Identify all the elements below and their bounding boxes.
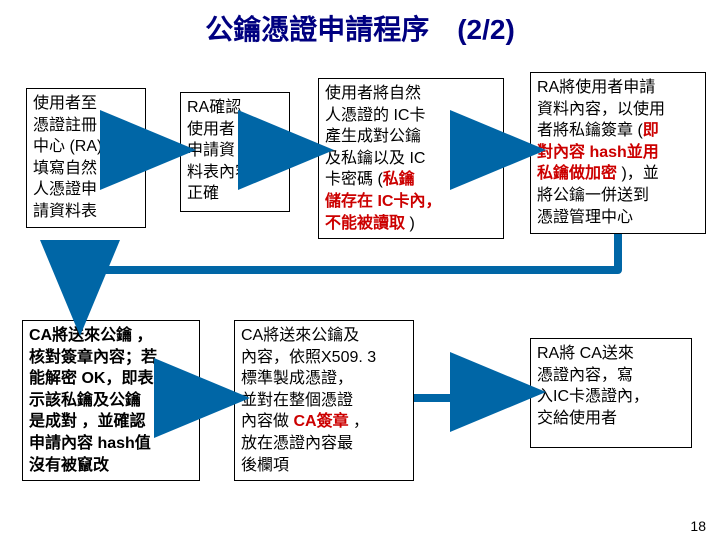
flow-box-7: CA將送來公鑰 ，核對簽章內容；若能解密 OK，即表示該私鑰及公鑰是成對 ，並確… bbox=[22, 320, 200, 481]
flow-box-5: RA將 CA送來憑證內容，寫入IC卡憑證內，交給使用者 bbox=[530, 338, 692, 448]
flow-box-3: 使用者將自然人憑證的 IC卡產生成對公鑰及私鑰以及 IC卡密碼 (私鑰儲存在 I… bbox=[318, 78, 504, 239]
page-title: 公鑰憑證申請程序 (2/2) bbox=[0, 8, 720, 48]
page-number: 18 bbox=[690, 518, 706, 534]
flow-box-6: CA將送來公鑰及內容，依照X509. 3標準製成憑證，並對在整個憑證內容做 CA… bbox=[234, 320, 414, 481]
flow-box-4: RA將使用者申請資料內容，以使用者將私鑰簽章 (即對內容 hash並用私鑰做加密… bbox=[530, 72, 706, 234]
flow-box-2: RA確認使用者申請資料表內容正確 bbox=[180, 92, 290, 212]
flow-box-1: 使用者至憑證註冊中心 (RA)，填寫自然人憑證申請資料表 bbox=[26, 88, 146, 228]
